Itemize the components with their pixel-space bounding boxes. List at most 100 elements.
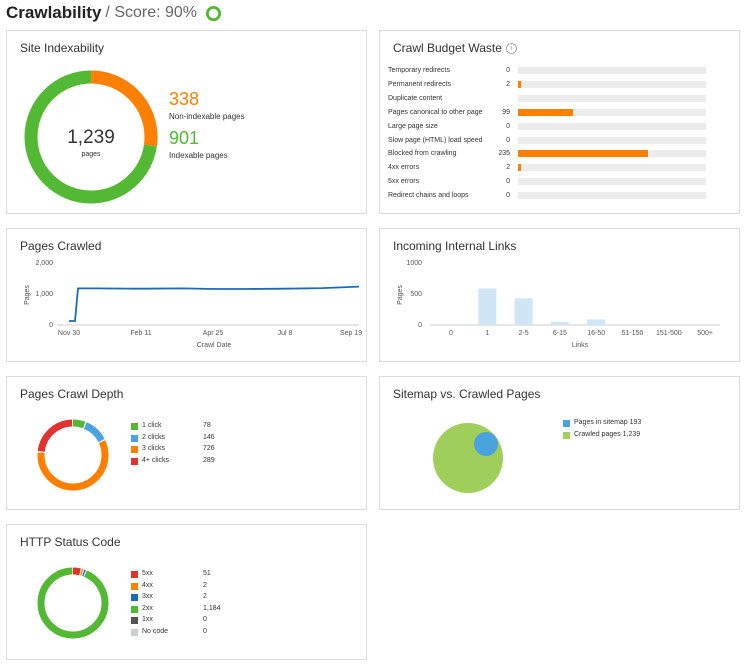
legend-value: 2 bbox=[203, 593, 207, 600]
legend-swatch bbox=[131, 434, 138, 442]
links-bar[interactable] bbox=[478, 288, 497, 325]
waste-row-value: 235 bbox=[498, 150, 510, 158]
incoming-links-chart: 1000 500 0 Pages Links 0 1 2-5 6-15 16-50 51-… bbox=[397, 260, 720, 349]
legend-item[interactable]: 2 clicks 146 bbox=[131, 433, 241, 444]
legend-value: 1,184 bbox=[203, 604, 221, 612]
x-tick: Jul 8 bbox=[278, 330, 293, 337]
waste-row[interactable]: Duplicate content bbox=[388, 92, 706, 106]
waste-row-bar-track bbox=[518, 80, 706, 88]
waste-row[interactable]: 5xx errors 0 bbox=[388, 175, 706, 189]
waste-row-value: 0 bbox=[506, 122, 510, 130]
legend-item[interactable]: 3xx 2 bbox=[131, 592, 241, 603]
incoming-internal-links-card: Incoming Internal Links 1000 500 0 Pages… bbox=[379, 228, 740, 362]
waste-row-label: Duplicate content bbox=[388, 94, 443, 102]
waste-row[interactable]: 4xx errors 2 bbox=[388, 161, 706, 175]
legend-value: 0 bbox=[203, 616, 207, 623]
waste-row-value: 99 bbox=[502, 108, 510, 116]
y-tick: 0 bbox=[418, 322, 422, 329]
x-tick: 16-50 bbox=[587, 330, 605, 337]
page-title: Crawlability bbox=[6, 3, 102, 22]
legend-item[interactable]: Crawled pages 1,239 bbox=[563, 430, 673, 441]
sitemap-venn-chart bbox=[433, 423, 503, 493]
depth-1-click-slice[interactable] bbox=[37, 419, 109, 491]
x-tick: 0 bbox=[449, 330, 453, 337]
legend-label: 2xx bbox=[142, 604, 153, 612]
legend-item[interactable]: 5xx 51 bbox=[131, 569, 241, 580]
waste-row-label: Pages canonical to other page bbox=[388, 108, 483, 116]
y-tick: 1000 bbox=[406, 260, 422, 267]
card-title: Crawl Budget Waste i bbox=[393, 41, 517, 55]
waste-row-bar-track bbox=[518, 178, 706, 186]
x-tick: 500+ bbox=[697, 330, 713, 337]
waste-row-bar-fill bbox=[518, 150, 648, 158]
waste-row-bar-track bbox=[518, 150, 706, 158]
waste-row[interactable]: Blocked from crawling 235 bbox=[388, 147, 706, 161]
links-bar[interactable] bbox=[550, 321, 569, 325]
waste-row-value: 2 bbox=[506, 164, 510, 172]
legend-item[interactable]: 3 clicks 726 bbox=[131, 444, 241, 455]
legend-item[interactable]: 4xx 2 bbox=[131, 581, 241, 592]
crawl-budget-waste-card: Crawl Budget Waste i Temporary redirects 0… bbox=[379, 30, 740, 214]
card-title: Site Indexability bbox=[20, 41, 105, 55]
waste-row[interactable]: Large page size 0 bbox=[388, 120, 706, 134]
http-status-code-card: HTTP Status Code 5xx 51 4xx 2 3xx 2 2xx 1,184 1x… bbox=[6, 524, 367, 660]
waste-row-value: 2 bbox=[506, 80, 510, 88]
card-title: HTTP Status Code bbox=[20, 535, 121, 549]
y-axis-label: Pages bbox=[24, 285, 31, 305]
waste-row-label: 5xx errors bbox=[388, 178, 420, 186]
waste-row-label: Blocked from crawling bbox=[388, 150, 457, 158]
waste-row[interactable]: Redirect chains and loops 0 bbox=[388, 189, 706, 203]
links-bar[interactable] bbox=[587, 319, 606, 325]
links-bar[interactable] bbox=[514, 298, 533, 325]
legend-label: No code bbox=[142, 627, 169, 635]
waste-row-label: Slow page (HTML) load speed bbox=[388, 136, 483, 144]
x-axis-label: Links bbox=[572, 342, 589, 349]
card-title: Pages Crawl Depth bbox=[20, 387, 124, 401]
y-tick: 500 bbox=[410, 291, 422, 298]
waste-row[interactable]: Permanent redirects 2 bbox=[388, 78, 706, 92]
waste-row-bar-track bbox=[518, 67, 706, 74]
x-tick: Sep 19 bbox=[340, 330, 362, 337]
sitemap-pages-circle bbox=[474, 432, 498, 456]
http-5xx-slice[interactable] bbox=[37, 567, 109, 639]
legend-item[interactable]: 1 click 78 bbox=[131, 421, 241, 432]
waste-row-bar-track bbox=[518, 108, 706, 116]
legend-swatch bbox=[131, 628, 138, 636]
y-tick: 1,000 bbox=[35, 291, 53, 298]
sitemap-vs-crawled-card: Sitemap vs. Crawled Pages Pages in sitem… bbox=[379, 376, 740, 510]
legend-item[interactable]: No code 0 bbox=[131, 627, 241, 638]
legend-label: 1xx bbox=[142, 616, 153, 623]
pages-crawl-depth-card: Pages Crawl Depth 1 click 78 2 clicks 146 3 … bbox=[6, 376, 367, 510]
pages-crawled-line[interactable] bbox=[69, 285, 360, 322]
depth-3-clicks-slice[interactable] bbox=[37, 419, 109, 491]
waste-row[interactable]: Temporary redirects 0 bbox=[388, 64, 706, 78]
legend-item[interactable]: 4+ clicks 289 bbox=[131, 456, 241, 467]
legend-value: 0 bbox=[203, 627, 207, 635]
crawl-depth-donut bbox=[37, 419, 109, 491]
non-indexable-label: Non-indexable pages bbox=[169, 112, 245, 121]
legend-value: 289 bbox=[203, 456, 215, 464]
legend-swatch bbox=[563, 431, 570, 439]
pages-crawled-card: Pages Crawled 2,000 1,000 0 Pages Nov 30… bbox=[6, 228, 367, 362]
x-tick: 51-150 bbox=[622, 330, 644, 337]
waste-row-label: Large page size bbox=[388, 122, 438, 130]
http-2xx-slice[interactable] bbox=[37, 567, 109, 639]
legend-item[interactable]: Pages in sitemap 193 bbox=[563, 418, 673, 429]
waste-row-bar-track bbox=[518, 164, 706, 172]
waste-row[interactable]: Pages canonical to other page 99 bbox=[388, 106, 706, 120]
waste-row-label: Permanent redirects bbox=[388, 80, 452, 88]
legend-swatch bbox=[131, 423, 138, 430]
legend-item[interactable]: 2xx 1,184 bbox=[131, 604, 241, 615]
waste-row-bar-fill bbox=[518, 164, 521, 172]
info-icon[interactable]: i bbox=[505, 43, 517, 55]
total-pages-label: pages bbox=[81, 151, 101, 158]
score-ring-icon bbox=[205, 5, 222, 21]
card-title-text: Crawl Budget Waste bbox=[393, 41, 502, 55]
legend-item[interactable]: 1xx 0 bbox=[131, 615, 241, 626]
pages-crawled-chart: 2,000 1,000 0 Pages Nov 30 Feb 11 Apr 25… bbox=[24, 260, 362, 349]
x-tick: 1 bbox=[485, 330, 489, 337]
x-tick: Feb 11 bbox=[130, 330, 151, 337]
indexable-slice[interactable] bbox=[24, 70, 158, 204]
waste-row[interactable]: Slow page (HTML) load speed 0 bbox=[388, 134, 706, 148]
legend-label: 4xx bbox=[142, 581, 153, 589]
